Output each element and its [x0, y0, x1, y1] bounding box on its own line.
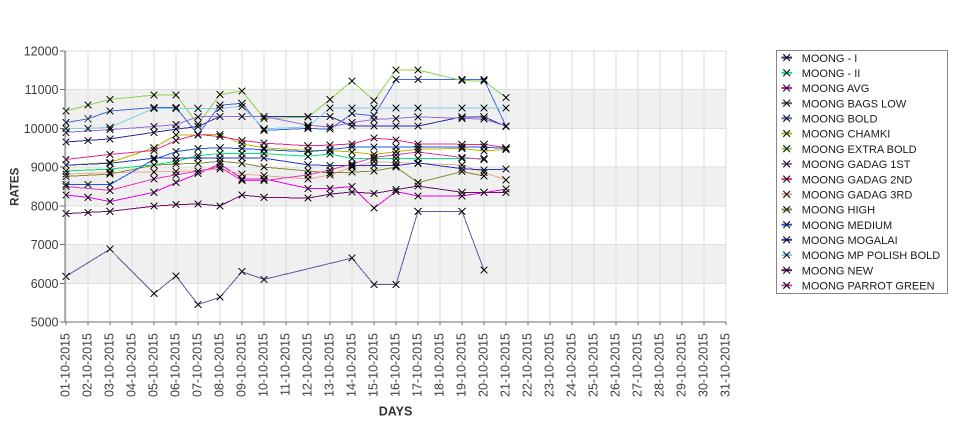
svg-text:26-10-2015: 26-10-2015	[608, 333, 622, 397]
svg-text:11-10-2015: 11-10-2015	[278, 333, 292, 396]
svg-text:31-10-2015: 31-10-2015	[718, 333, 732, 397]
svg-text:5000: 5000	[31, 316, 59, 330]
svg-text:19-10-2015: 19-10-2015	[454, 333, 468, 397]
svg-text:MOONG AVG: MOONG AVG	[802, 83, 870, 95]
svg-text:MOONG GADAG 1ST: MOONG GADAG 1ST	[802, 159, 911, 171]
svg-text:11000: 11000	[25, 83, 59, 97]
svg-text:MOONG NEW: MOONG NEW	[802, 265, 874, 277]
svg-text:MOONG GADAG 2ND: MOONG GADAG 2ND	[802, 174, 913, 186]
svg-text:7000: 7000	[31, 238, 59, 252]
svg-text:MOONG CHAMKI: MOONG CHAMKI	[802, 129, 891, 141]
svg-text:DAYS: DAYS	[379, 405, 413, 419]
svg-text:21-10-2015: 21-10-2015	[498, 333, 512, 397]
svg-text:10-10-2015: 10-10-2015	[256, 333, 270, 397]
svg-text:05-10-2015: 05-10-2015	[146, 333, 160, 397]
svg-text:27-10-2015: 27-10-2015	[630, 333, 644, 397]
svg-text:03-10-2015: 03-10-2015	[102, 333, 116, 397]
svg-text:29-10-2015: 29-10-2015	[674, 333, 688, 397]
svg-text:MOONG BOLD: MOONG BOLD	[802, 114, 878, 126]
svg-text:17-10-2015: 17-10-2015	[410, 333, 424, 397]
svg-text:07-10-2015: 07-10-2015	[190, 333, 204, 397]
svg-text:MOONG BAGS LOW: MOONG BAGS LOW	[802, 98, 907, 110]
svg-text:24-10-2015: 24-10-2015	[564, 333, 578, 397]
svg-text:16-10-2015: 16-10-2015	[388, 333, 402, 397]
svg-text:6000: 6000	[31, 277, 59, 291]
svg-text:22-10-2015: 22-10-2015	[520, 333, 534, 397]
svg-text:MOONG - II: MOONG - II	[802, 68, 861, 80]
svg-text:20-10-2015: 20-10-2015	[476, 333, 490, 397]
svg-text:RATES: RATES	[10, 167, 22, 205]
svg-text:14-10-2015: 14-10-2015	[344, 333, 358, 397]
svg-text:02-10-2015: 02-10-2015	[80, 333, 94, 397]
svg-text:MOONG HIGH: MOONG HIGH	[802, 205, 875, 217]
svg-text:MOONG MOGALAI: MOONG MOGALAI	[802, 235, 898, 247]
svg-text:MOONG MEDIUM: MOONG MEDIUM	[802, 220, 892, 232]
svg-text:MOONG - I: MOONG - I	[802, 53, 858, 65]
svg-text:18-10-2015: 18-10-2015	[432, 333, 446, 397]
svg-text:08-10-2015: 08-10-2015	[212, 333, 226, 397]
svg-text:9000: 9000	[31, 161, 59, 175]
svg-text:06-10-2015: 06-10-2015	[168, 333, 182, 397]
svg-text:MOONG GADAG 3RD: MOONG GADAG 3RD	[802, 190, 913, 202]
svg-text:30-10-2015: 30-10-2015	[696, 333, 710, 397]
svg-text:12-10-2015: 12-10-2015	[300, 333, 314, 397]
svg-text:28-10-2015: 28-10-2015	[652, 333, 666, 397]
svg-text:15-10-2015: 15-10-2015	[366, 333, 380, 397]
svg-text:MOONG EXTRA BOLD: MOONG EXTRA BOLD	[802, 144, 917, 156]
svg-text:23-10-2015: 23-10-2015	[542, 333, 556, 397]
svg-text:10000: 10000	[24, 122, 59, 136]
svg-text:8000: 8000	[31, 199, 59, 213]
svg-text:12000: 12000	[24, 45, 59, 59]
svg-text:MOONG MP POLISH BOLD: MOONG MP POLISH BOLD	[802, 250, 941, 262]
svg-text:MOONG PARROT GREEN: MOONG PARROT GREEN	[802, 281, 935, 293]
svg-text:25-10-2015: 25-10-2015	[586, 333, 600, 397]
svg-text:09-10-2015: 09-10-2015	[234, 333, 248, 397]
svg-text:13-10-2015: 13-10-2015	[322, 333, 336, 397]
svg-text:04-10-2015: 04-10-2015	[124, 333, 138, 397]
svg-text:01-10-2015: 01-10-2015	[58, 333, 72, 397]
